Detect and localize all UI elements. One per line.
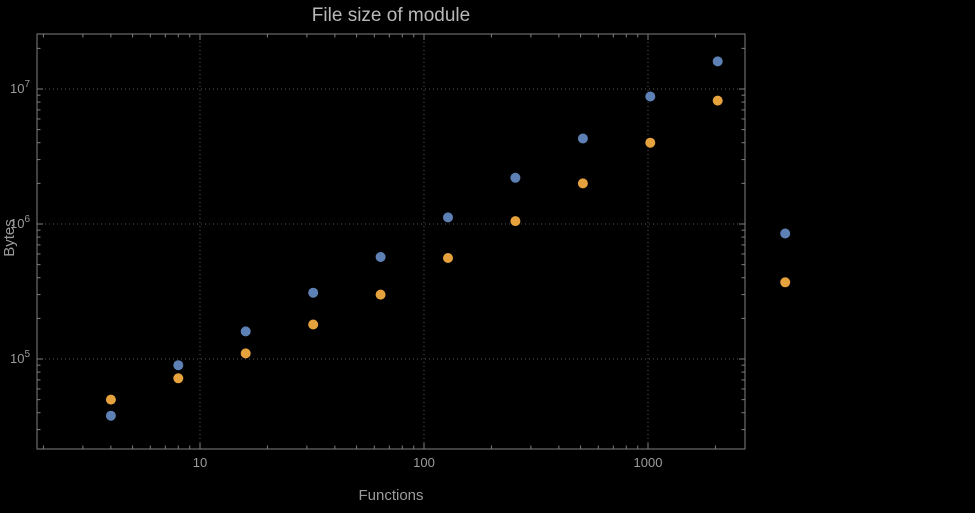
data-point-series-2-orange: [645, 137, 656, 148]
data-point-series-2-orange: [173, 373, 184, 384]
data-point-series-2-orange: [577, 178, 588, 189]
y-tick-label: 105: [10, 349, 30, 366]
data-point-series-2-orange: [510, 216, 521, 227]
x-tick-label: 10: [193, 455, 207, 470]
data-point-series-1-blue: [645, 91, 656, 102]
data-point-series-1-blue: [712, 56, 723, 67]
data-point-series-1-blue: [443, 212, 453, 223]
x-axis-label: Functions: [358, 487, 424, 504]
x-tick-label: 1000: [634, 455, 663, 470]
data-point-series-1-blue: [240, 326, 251, 337]
y-tick-label: 107: [10, 79, 30, 96]
data-point-series-2-orange: [105, 394, 116, 405]
data-point-series-1-blue: [780, 228, 791, 239]
plot-frame: [36, 33, 746, 450]
y-axis-label: Bytes: [1, 219, 18, 257]
data-point-series-1-blue: [510, 172, 521, 183]
data-point-series-2-orange: [240, 348, 251, 359]
y-tick-label: 106: [10, 214, 30, 231]
data-point-series-1-blue: [577, 133, 588, 144]
data-point-series-1-blue: [375, 252, 386, 262]
data-point-series-1-blue: [173, 360, 184, 371]
data-point-series-1-blue: [105, 410, 116, 421]
data-point-series-2-orange: [780, 277, 791, 288]
data-point-series-2-orange: [443, 253, 453, 263]
data-point-series-2-orange: [712, 95, 723, 106]
x-tick-label: 100: [413, 455, 435, 470]
data-point-series-2-orange: [375, 289, 386, 300]
chart-title: File size of module: [311, 5, 471, 26]
data-point-series-2-orange: [308, 319, 319, 330]
data-point-series-1-blue: [308, 287, 319, 298]
